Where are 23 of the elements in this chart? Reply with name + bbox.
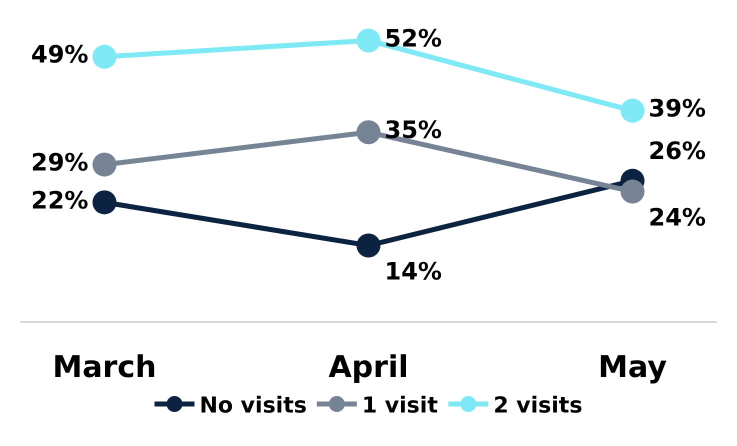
x-tick-label: April xyxy=(328,350,409,385)
point xyxy=(92,152,116,177)
point xyxy=(356,28,380,53)
point xyxy=(620,180,645,204)
data-label: 52% xyxy=(384,24,442,53)
legend-label: 2 visits xyxy=(493,394,582,419)
data-label: 22% xyxy=(31,186,88,214)
data-label: 35% xyxy=(384,116,442,144)
point xyxy=(620,98,645,123)
data-label: 29% xyxy=(31,148,88,177)
x-tick-label: March xyxy=(52,350,157,385)
data-label: 24% xyxy=(648,204,706,232)
point xyxy=(356,120,380,144)
point xyxy=(92,190,116,214)
data-label: 14% xyxy=(384,257,442,286)
data-label: 49% xyxy=(31,40,88,69)
data-label: 26% xyxy=(648,136,706,165)
point xyxy=(356,233,380,258)
data-label: 39% xyxy=(648,94,706,123)
legend-label: No visits xyxy=(200,394,307,419)
x-tick-label: May xyxy=(598,350,668,385)
legend-label: 1 visit xyxy=(362,394,438,419)
point xyxy=(92,44,116,69)
